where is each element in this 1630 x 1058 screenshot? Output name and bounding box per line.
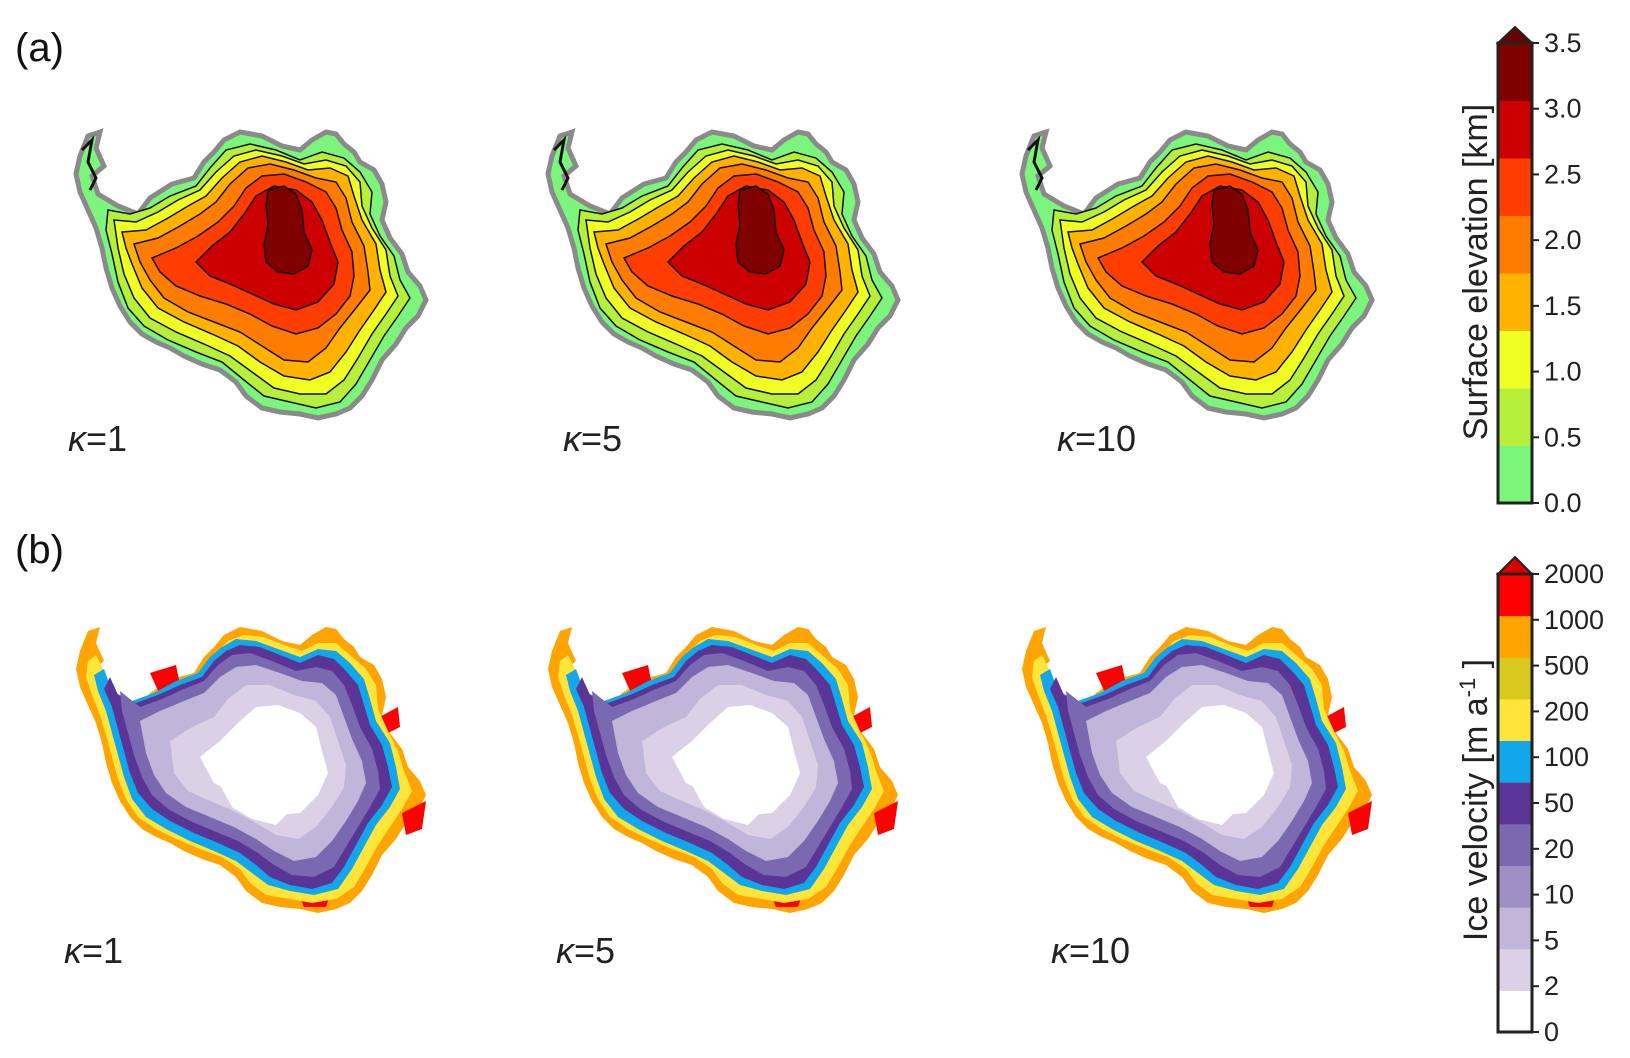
colorbar-velocity-segment	[1498, 948, 1532, 991]
colorbar-elevation-segment	[1498, 273, 1532, 331]
colorbar-velocity-segment	[1498, 782, 1532, 825]
elevation-map-k5	[548, 132, 898, 418]
colorbar-elevation-segment	[1498, 388, 1532, 446]
colorbar-elevation-tick-label: 0.5	[1544, 422, 1582, 452]
colorbar-elevation-segment	[1498, 158, 1532, 216]
elevation-map-k1	[76, 132, 426, 418]
colorbar-elevation-tick-label: 2.5	[1544, 159, 1582, 189]
colorbar-velocity-segment	[1498, 865, 1532, 908]
velocity-map-k5	[548, 627, 898, 913]
colorbar-velocity-tick-label: 5	[1544, 925, 1559, 955]
colorbar-elevation-segment	[1498, 215, 1532, 274]
colorbar-velocity-segment	[1498, 574, 1532, 617]
kappa-label-b-1: κ=1	[64, 930, 124, 971]
colorbar-velocity-tick-label: 10	[1544, 880, 1574, 910]
colorbar-velocity-tick-label: 200	[1544, 696, 1589, 726]
colorbar-velocity-segment	[1498, 615, 1532, 658]
colorbar-velocity-tick-label: 20	[1544, 834, 1574, 864]
elevation-map-k10	[1022, 132, 1372, 418]
panel-label-a: (a)	[15, 26, 64, 70]
colorbar-velocity-segment	[1498, 740, 1532, 783]
colorbar-velocity-segment	[1498, 698, 1532, 742]
colorbar-velocity-tick-label: 2000	[1544, 559, 1604, 589]
kappa-label-b-10: κ=10	[1051, 930, 1131, 971]
panel-label-b: (b)	[15, 528, 64, 572]
colorbar-elevation-segment	[1498, 100, 1532, 159]
colorbar-elevation-tick-label: 1.5	[1544, 291, 1582, 321]
kappa-label-b-5: κ=5	[556, 930, 616, 971]
colorbar-velocity-segment	[1498, 907, 1532, 950]
kappa-label-a-5: κ=5	[563, 418, 623, 459]
colorbar-velocity-segment	[1498, 823, 1532, 866]
colorbar-elevation-tick-label: 1.0	[1544, 357, 1582, 387]
colorbar-elevation-tick-label: 0.0	[1544, 488, 1582, 518]
colorbar-elevation-tick-label: 3.0	[1544, 94, 1582, 124]
colorbar-velocity-tick-label: 50	[1544, 788, 1574, 818]
velocity-map-k1	[76, 627, 426, 913]
colorbar-elevation-segment	[1498, 445, 1532, 504]
colorbar-velocity-tick-label: 500	[1544, 651, 1589, 681]
colorbar-elevation: 0.0 0.5 1.0 1.5 2.0 2.5 3.0 3.5 Surface elevati…	[1457, 25, 1582, 518]
kappa-label-a-1: κ=1	[68, 418, 128, 459]
colorbar-velocity: 0 2 5 10 20 50 100 200 500 1000 2000 Ice velocity …	[1455, 555, 1604, 1047]
kappa-label-a-10: κ=10	[1057, 418, 1137, 459]
colorbar-velocity-extend-arrow	[1495, 555, 1535, 575]
colorbar-elevation-tick-label: 3.5	[1544, 28, 1582, 58]
colorbar-elevation-extend-arrow	[1495, 25, 1535, 44]
colorbar-elevation-segment	[1498, 43, 1532, 101]
colorbar-velocity-segment	[1498, 990, 1532, 1033]
colorbar-velocity-tick-label: 2	[1544, 971, 1559, 1001]
colorbar-elevation-segment	[1498, 330, 1532, 389]
colorbar-velocity-tick-label: 1000	[1544, 605, 1604, 635]
colorbar-velocity-tick-label: 100	[1544, 742, 1589, 772]
colorbar-elevation-tick-label: 2.0	[1544, 225, 1582, 255]
velocity-map-k10	[1022, 627, 1372, 913]
colorbar-velocity-tick-label: 0	[1544, 1017, 1559, 1047]
colorbar-elevation-title: Surface elevation [km]	[1457, 104, 1495, 440]
colorbar-velocity-segment	[1498, 657, 1532, 700]
colorbar-velocity-title: Ice velocity [m a-1 ]	[1455, 659, 1495, 941]
